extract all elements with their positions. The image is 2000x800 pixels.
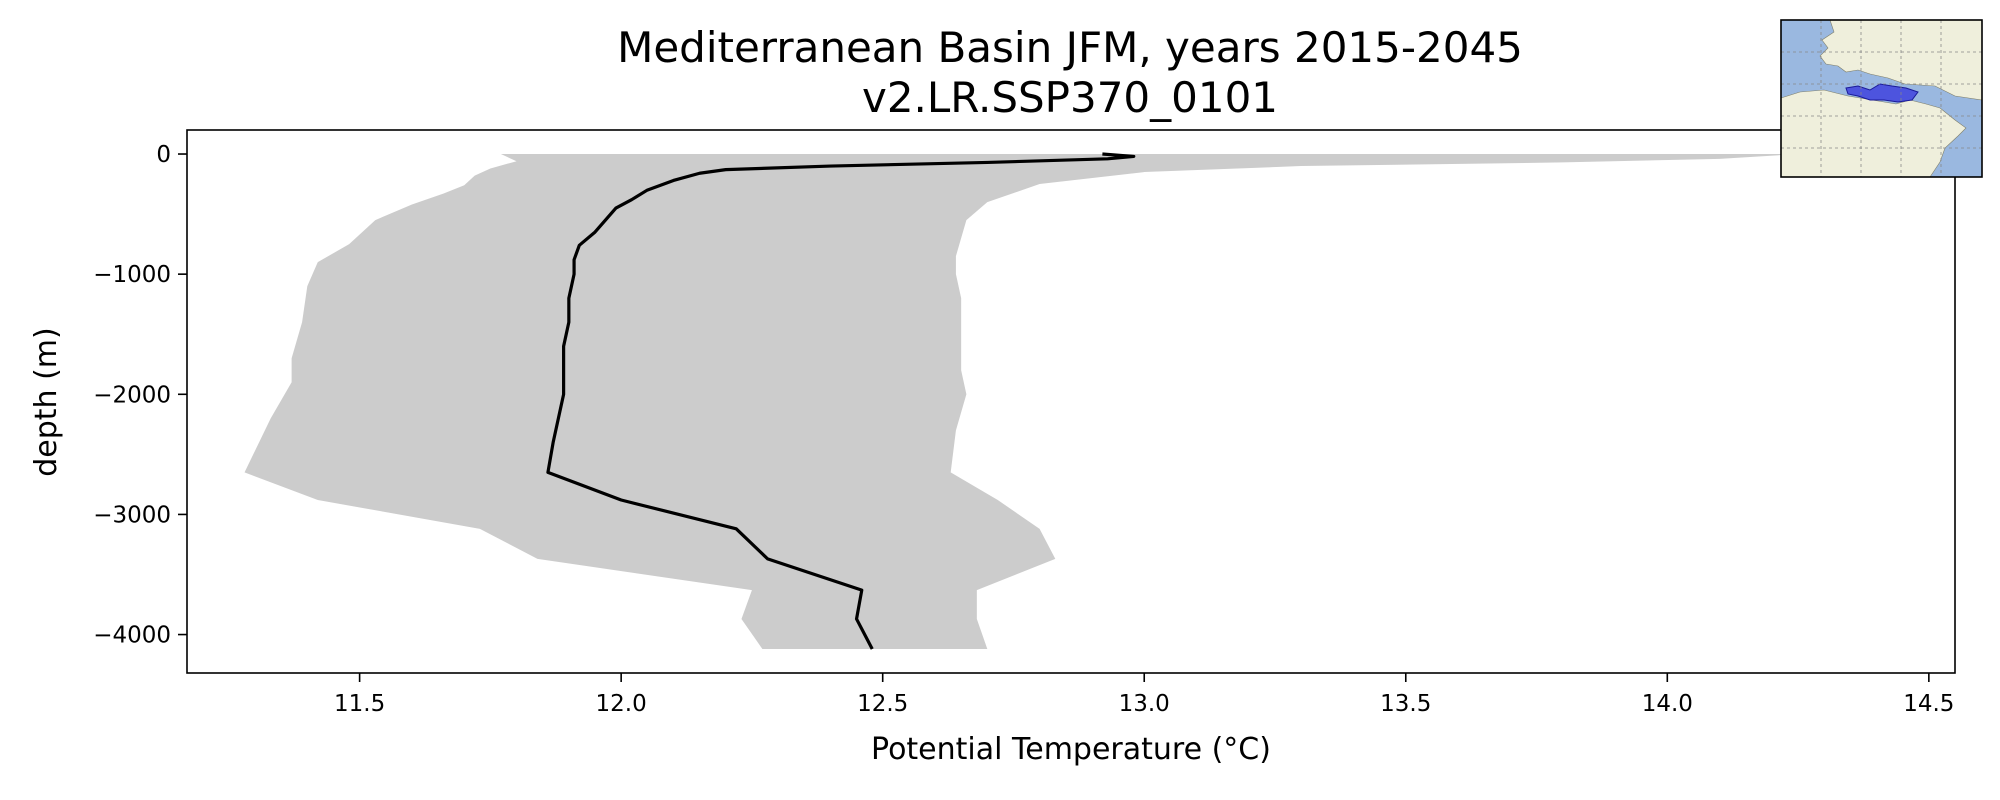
- x-tick-label: 12.5: [857, 691, 908, 717]
- temperature-range-band: [244, 154, 1799, 649]
- x-tick-label: 11.5: [334, 691, 385, 717]
- y-axis-ticks: 0 −1000 −2000 −3000 −4000: [93, 142, 187, 649]
- inset-gridlines: [1781, 20, 1982, 177]
- inset-land-europe: [1819, 19, 1983, 101]
- x-tick-label: 14.5: [1903, 691, 1954, 717]
- y-tick-label: −2000: [93, 382, 171, 408]
- x-tick-label: 12.0: [596, 691, 647, 717]
- y-axis-label: depth (m): [29, 327, 64, 477]
- mean-temperature-line: [546, 152, 1136, 650]
- chart-subtitle: v2.LR.SSP370_0101: [862, 73, 1278, 122]
- x-tick-label: 14.0: [1642, 691, 1693, 717]
- y-tick-label: −3000: [93, 502, 171, 528]
- x-axis-label: Potential Temperature (°C): [871, 732, 1271, 767]
- y-tick-label: 0: [156, 142, 171, 168]
- x-tick-label: 13.0: [1119, 691, 1170, 717]
- y-tick-label: −1000: [93, 262, 171, 288]
- y-tick-label: −4000: [93, 623, 171, 649]
- x-axis-ticks: 11.5 12.0 12.5 13.0 13.5 14.0 14.5: [334, 673, 1954, 717]
- inset-land-africa: [1780, 89, 1967, 178]
- x-tick-label: 13.5: [1380, 691, 1431, 717]
- mediterranean-region-map-icon: [1780, 19, 1983, 178]
- plot-area: [244, 152, 1799, 650]
- inset-frame: [1780, 19, 1983, 178]
- plot-frame: [186, 129, 1956, 674]
- inset-highlighted-region: [1845, 83, 1919, 103]
- chart-title: Mediterranean Basin JFM, years 2015-2045: [617, 23, 1523, 72]
